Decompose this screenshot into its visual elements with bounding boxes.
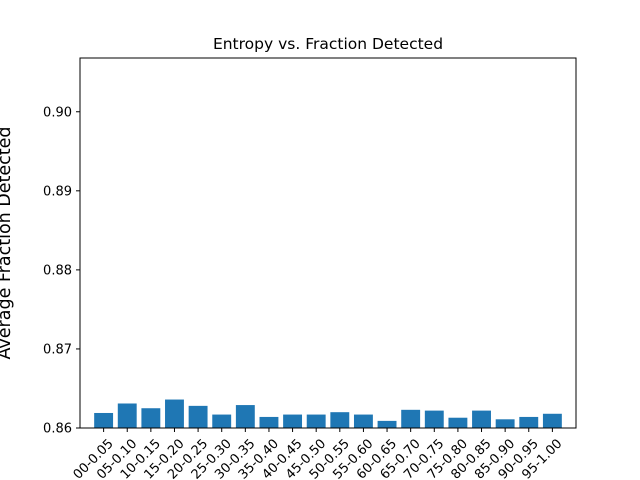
- bar-60-0.65: [377, 420, 397, 428]
- bar-75-0.80: [448, 417, 468, 428]
- bar-05-0.10: [117, 403, 137, 428]
- y-ticks-group: 0.86 0.87 0.88 0.89 0.90: [43, 105, 80, 437]
- bar-50-0.55: [330, 412, 350, 428]
- bar-00-0.05: [94, 412, 114, 428]
- chart-title: Entropy vs. Fraction Detected: [213, 35, 443, 53]
- bar-70-0.75: [424, 410, 444, 428]
- bar-55-0.60: [353, 414, 373, 428]
- y-tick-label: 0.86: [43, 422, 72, 437]
- bar-65-0.70: [401, 409, 421, 428]
- bar-40-0.45: [283, 414, 303, 428]
- bar-85-0.90: [495, 419, 515, 428]
- y-tick-label: 0.89: [43, 184, 72, 199]
- bar-10-0.15: [141, 408, 161, 428]
- bar-25-0.30: [212, 414, 232, 428]
- bar-30-0.35: [235, 405, 255, 428]
- bar-95-1.00: [542, 413, 562, 428]
- plot-frame: [79, 57, 577, 429]
- y-axis-label: Average Fraction Detected: [0, 126, 15, 359]
- bars-group: [94, 399, 562, 428]
- bar-35-0.40: [259, 416, 279, 428]
- y-tick-label: 0.88: [43, 263, 72, 278]
- bar-15-0.20: [165, 399, 184, 428]
- bar-90-0.95: [519, 416, 539, 428]
- bar-80-0.85: [472, 410, 491, 428]
- y-tick-label: 0.87: [43, 342, 72, 357]
- y-tick-label: 0.90: [43, 105, 72, 120]
- bar-45-0.50: [306, 414, 326, 428]
- bar-20-0.25: [188, 405, 208, 428]
